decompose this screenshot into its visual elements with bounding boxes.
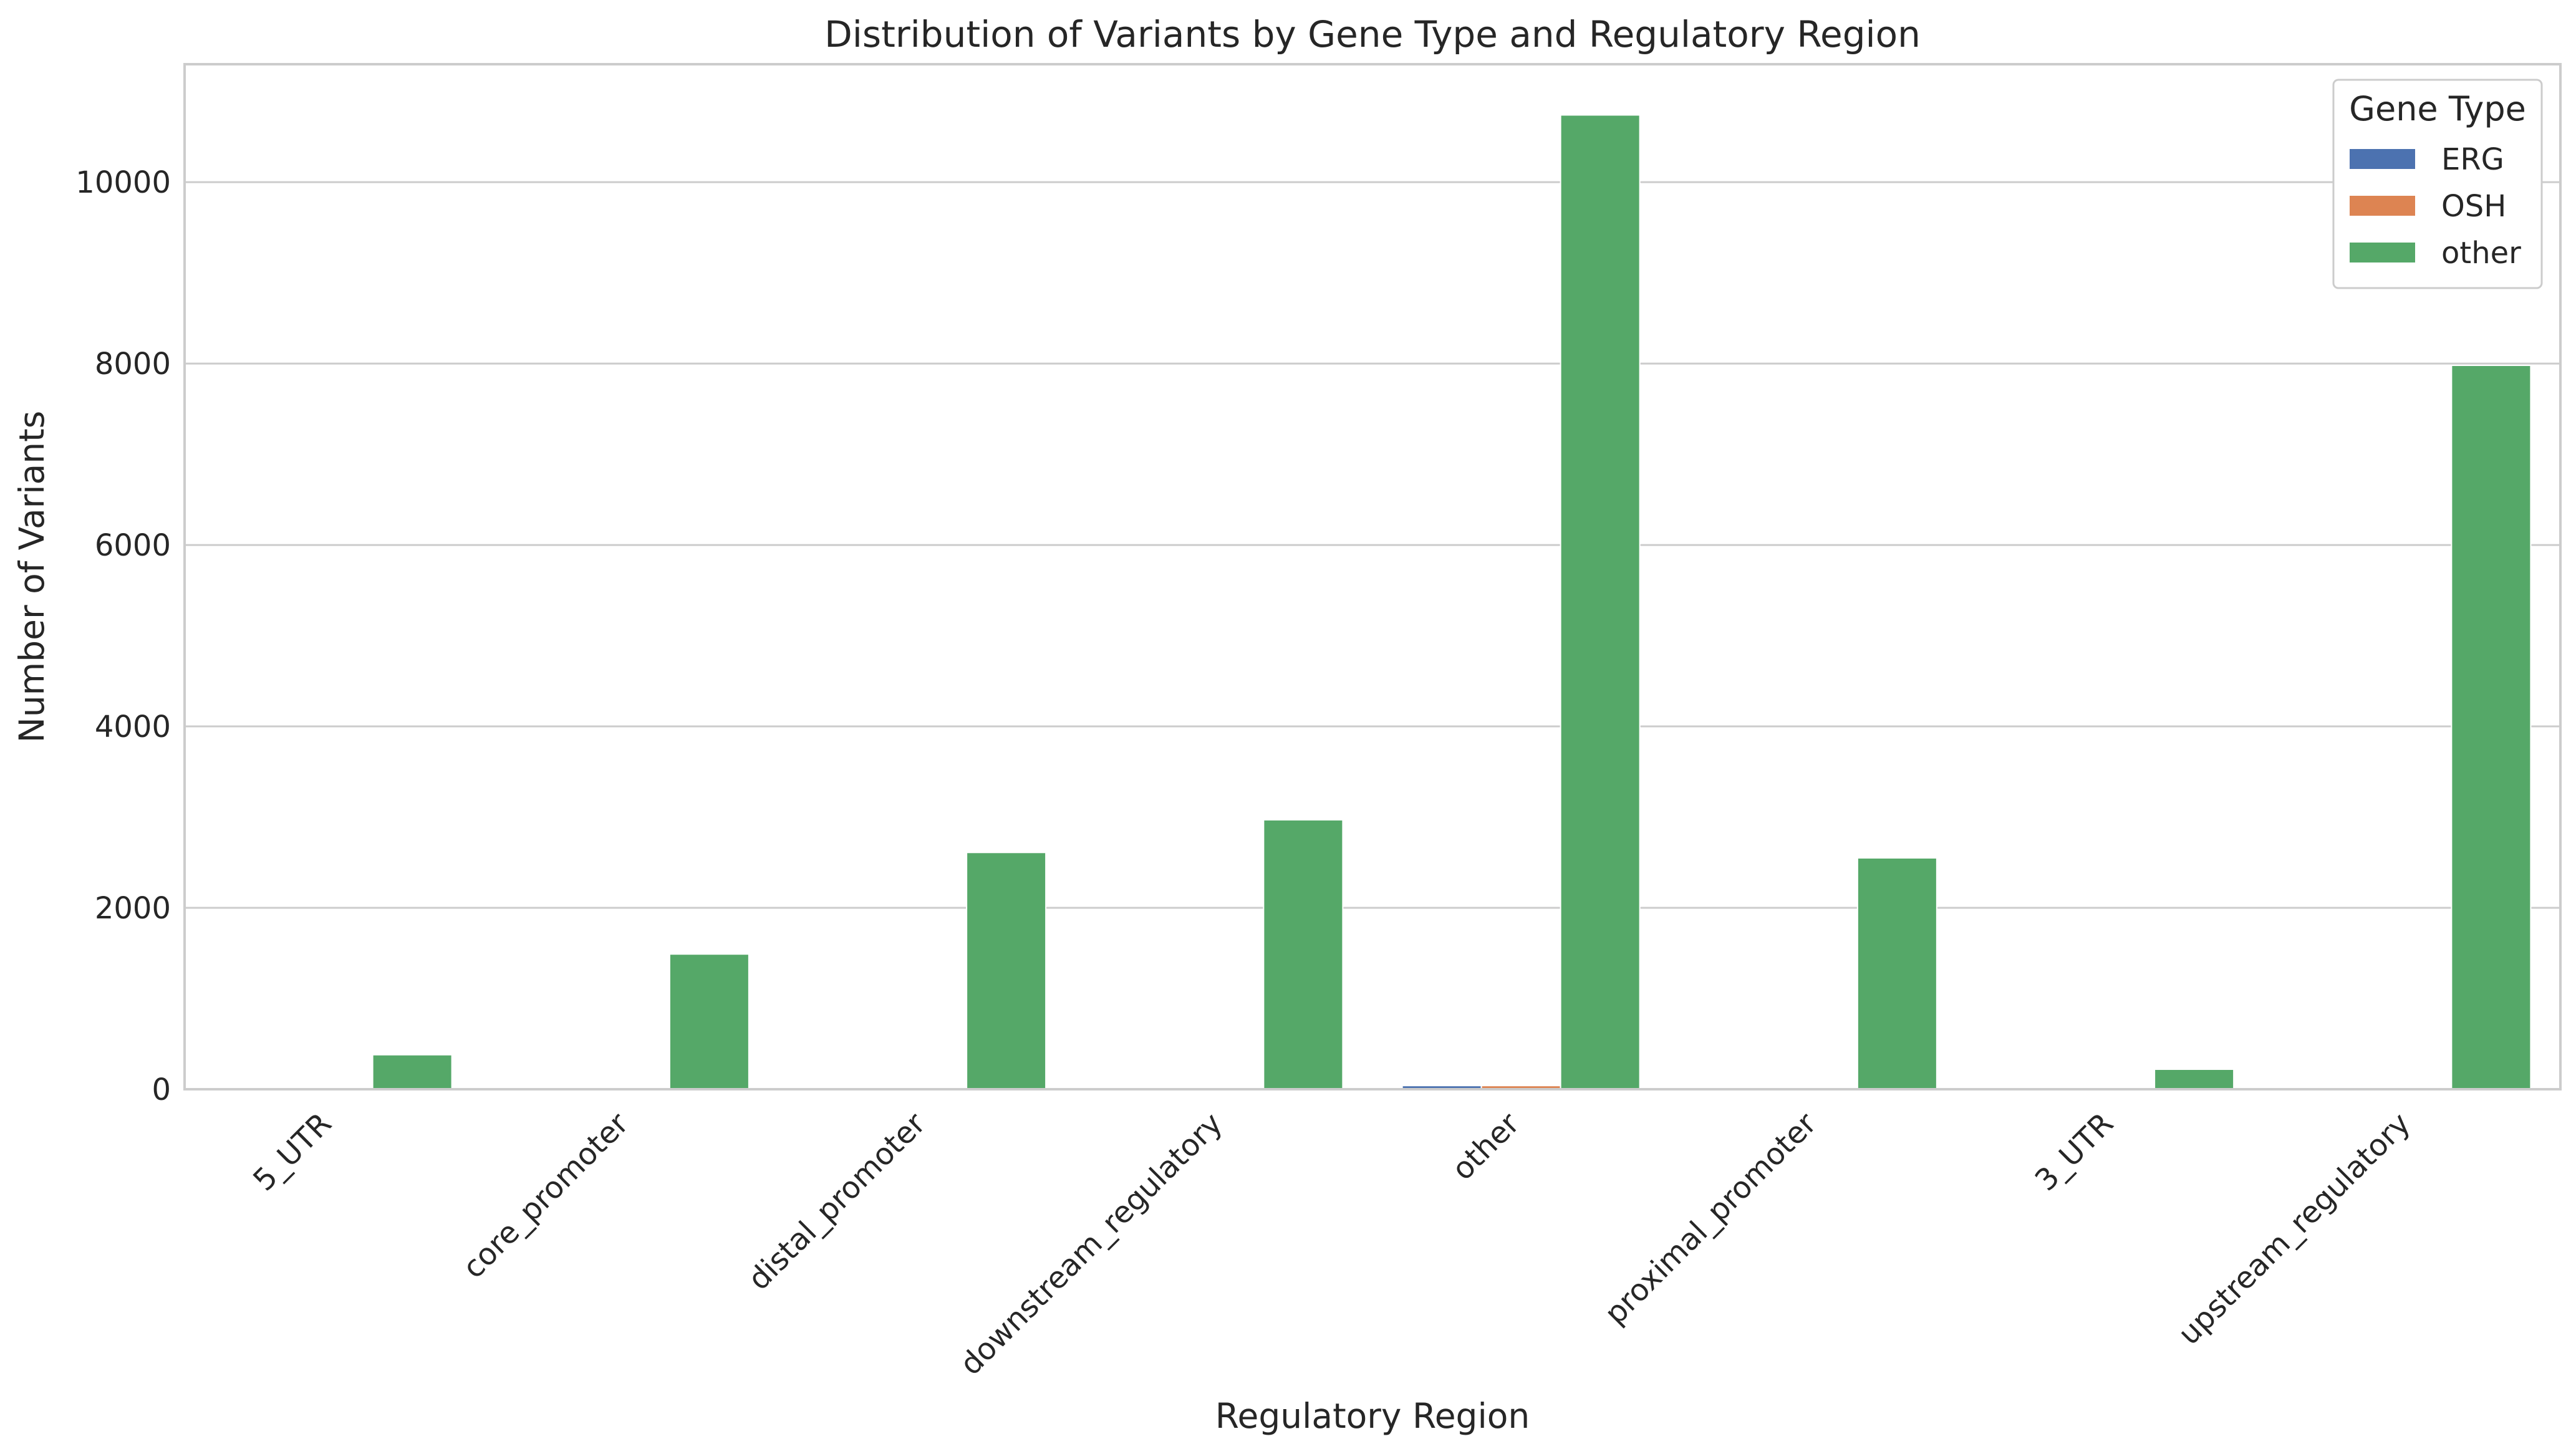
legend-swatch-ERG	[2350, 149, 2415, 169]
x-tick-label: distal_promoter	[741, 1106, 932, 1297]
bar-other-downstream_regulatory	[1263, 819, 1344, 1090]
bar-other-other	[1560, 114, 1641, 1090]
y-tick-label: 6000	[95, 528, 171, 563]
legend-title: Gene Type	[2349, 89, 2526, 128]
legend-box	[2332, 79, 2543, 289]
y-tick-label: 2000	[95, 891, 171, 926]
x-tick-label: core_promoter	[456, 1106, 635, 1286]
legend-label-ERG: ERG	[2441, 142, 2504, 177]
x-tick-label: 5_UTR	[246, 1106, 338, 1198]
y-tick-label: 8000	[95, 347, 171, 382]
bar-other-distal_promoter	[966, 852, 1047, 1090]
legend-label-other: other	[2441, 236, 2521, 271]
x-tick-label: other	[1445, 1106, 1527, 1187]
grid-lines	[185, 181, 2560, 1090]
plot-frame	[183, 63, 2562, 1090]
y-axis-label: Number of Variants	[12, 411, 52, 743]
x-axis-label: Regulatory Region	[1215, 1396, 1530, 1436]
legend-swatch-other	[2350, 243, 2415, 262]
x-tick-label: 3_UTR	[2028, 1106, 2120, 1198]
chart-title: Distribution of Variants by Gene Type an…	[824, 13, 1921, 55]
bar-other-3_UTR	[2154, 1068, 2235, 1090]
y-tick-label: 10000	[75, 165, 171, 200]
x-tick-labels: 5_UTR core_promoter distal_promoter downstr…	[246, 1106, 2417, 1382]
x-tick-label: downstream_regulatory	[953, 1106, 1230, 1382]
bar-other-proximal_promoter	[1856, 857, 1937, 1090]
legend: Gene Type ERG OSH other	[2332, 79, 2543, 289]
legend-swatch-OSH	[2350, 196, 2415, 216]
y-tick-labels: 0 2000 4000 6000 8000 10000	[75, 165, 171, 1107]
legend-items: ERG OSH other	[2350, 142, 2521, 271]
x-tick-label: proximal_promoter	[1598, 1106, 1824, 1332]
bars	[372, 114, 2532, 1090]
y-tick-label: 0	[152, 1072, 171, 1107]
y-tick-label: 4000	[95, 710, 171, 744]
bar-other-5_UTR	[372, 1054, 453, 1090]
bar-other-core_promoter	[668, 953, 750, 1090]
bar-other-upstream_regulatory	[2451, 365, 2532, 1090]
legend-label-OSH: OSH	[2441, 189, 2506, 224]
x-tick-label: upstream_regulatory	[2171, 1106, 2417, 1352]
